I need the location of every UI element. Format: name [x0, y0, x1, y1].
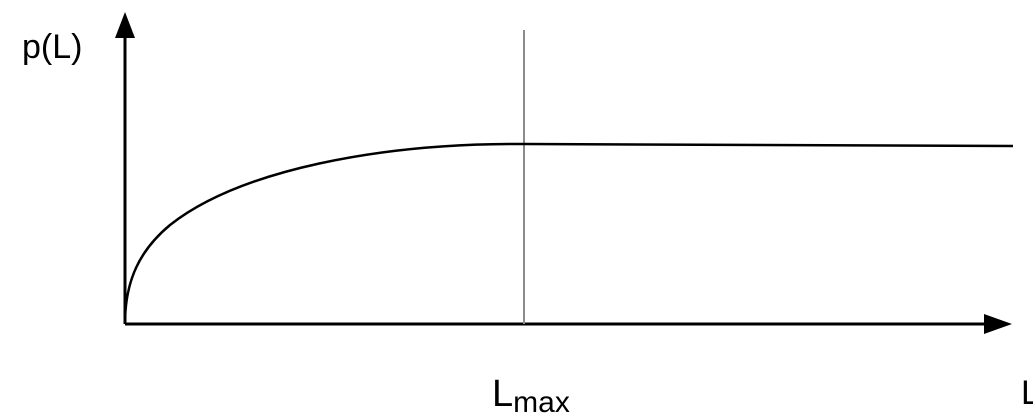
y-axis-label: p(L) [22, 28, 82, 66]
l-max-label-subscript: max [513, 386, 570, 419]
l-max-label-main: L [492, 373, 513, 415]
x-axis-arrowhead [984, 314, 1012, 334]
l-max-label: Lmax [492, 373, 570, 419]
y-axis-arrowhead [115, 12, 135, 38]
p-of-L-curve [123, 142, 1014, 325]
x-axis-label: L [1021, 374, 1033, 412]
